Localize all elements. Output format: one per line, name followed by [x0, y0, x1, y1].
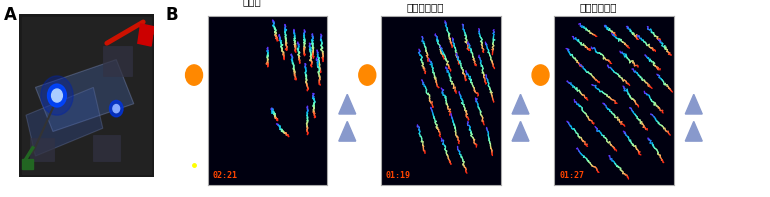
Text: 野生株: 野生株: [243, 0, 262, 6]
Bar: [30, 138, 54, 161]
Circle shape: [41, 76, 73, 115]
Circle shape: [52, 89, 62, 102]
Text: Yc: Yc: [179, 22, 188, 32]
Text: A: A: [4, 6, 17, 24]
Ellipse shape: [186, 65, 203, 85]
Polygon shape: [26, 87, 103, 156]
Text: B: B: [166, 6, 178, 24]
Bar: [93, 135, 120, 161]
Text: ゲノム編集株: ゲノム編集株: [407, 2, 444, 12]
Polygon shape: [35, 59, 134, 132]
Text: 02:21: 02:21: [213, 171, 238, 180]
Bar: [138, 24, 154, 46]
Text: Yc: Yc: [352, 22, 362, 32]
Text: 01:19: 01:19: [386, 171, 411, 180]
Circle shape: [113, 105, 119, 113]
Text: 01:27: 01:27: [559, 171, 584, 180]
Bar: [22, 159, 32, 169]
Bar: [103, 46, 132, 76]
Ellipse shape: [532, 65, 549, 85]
Text: ゲノム編集株: ゲノム編集株: [580, 2, 618, 12]
Text: Yc: Yc: [525, 22, 534, 32]
Circle shape: [109, 100, 123, 117]
Circle shape: [48, 84, 66, 107]
Ellipse shape: [359, 65, 376, 85]
